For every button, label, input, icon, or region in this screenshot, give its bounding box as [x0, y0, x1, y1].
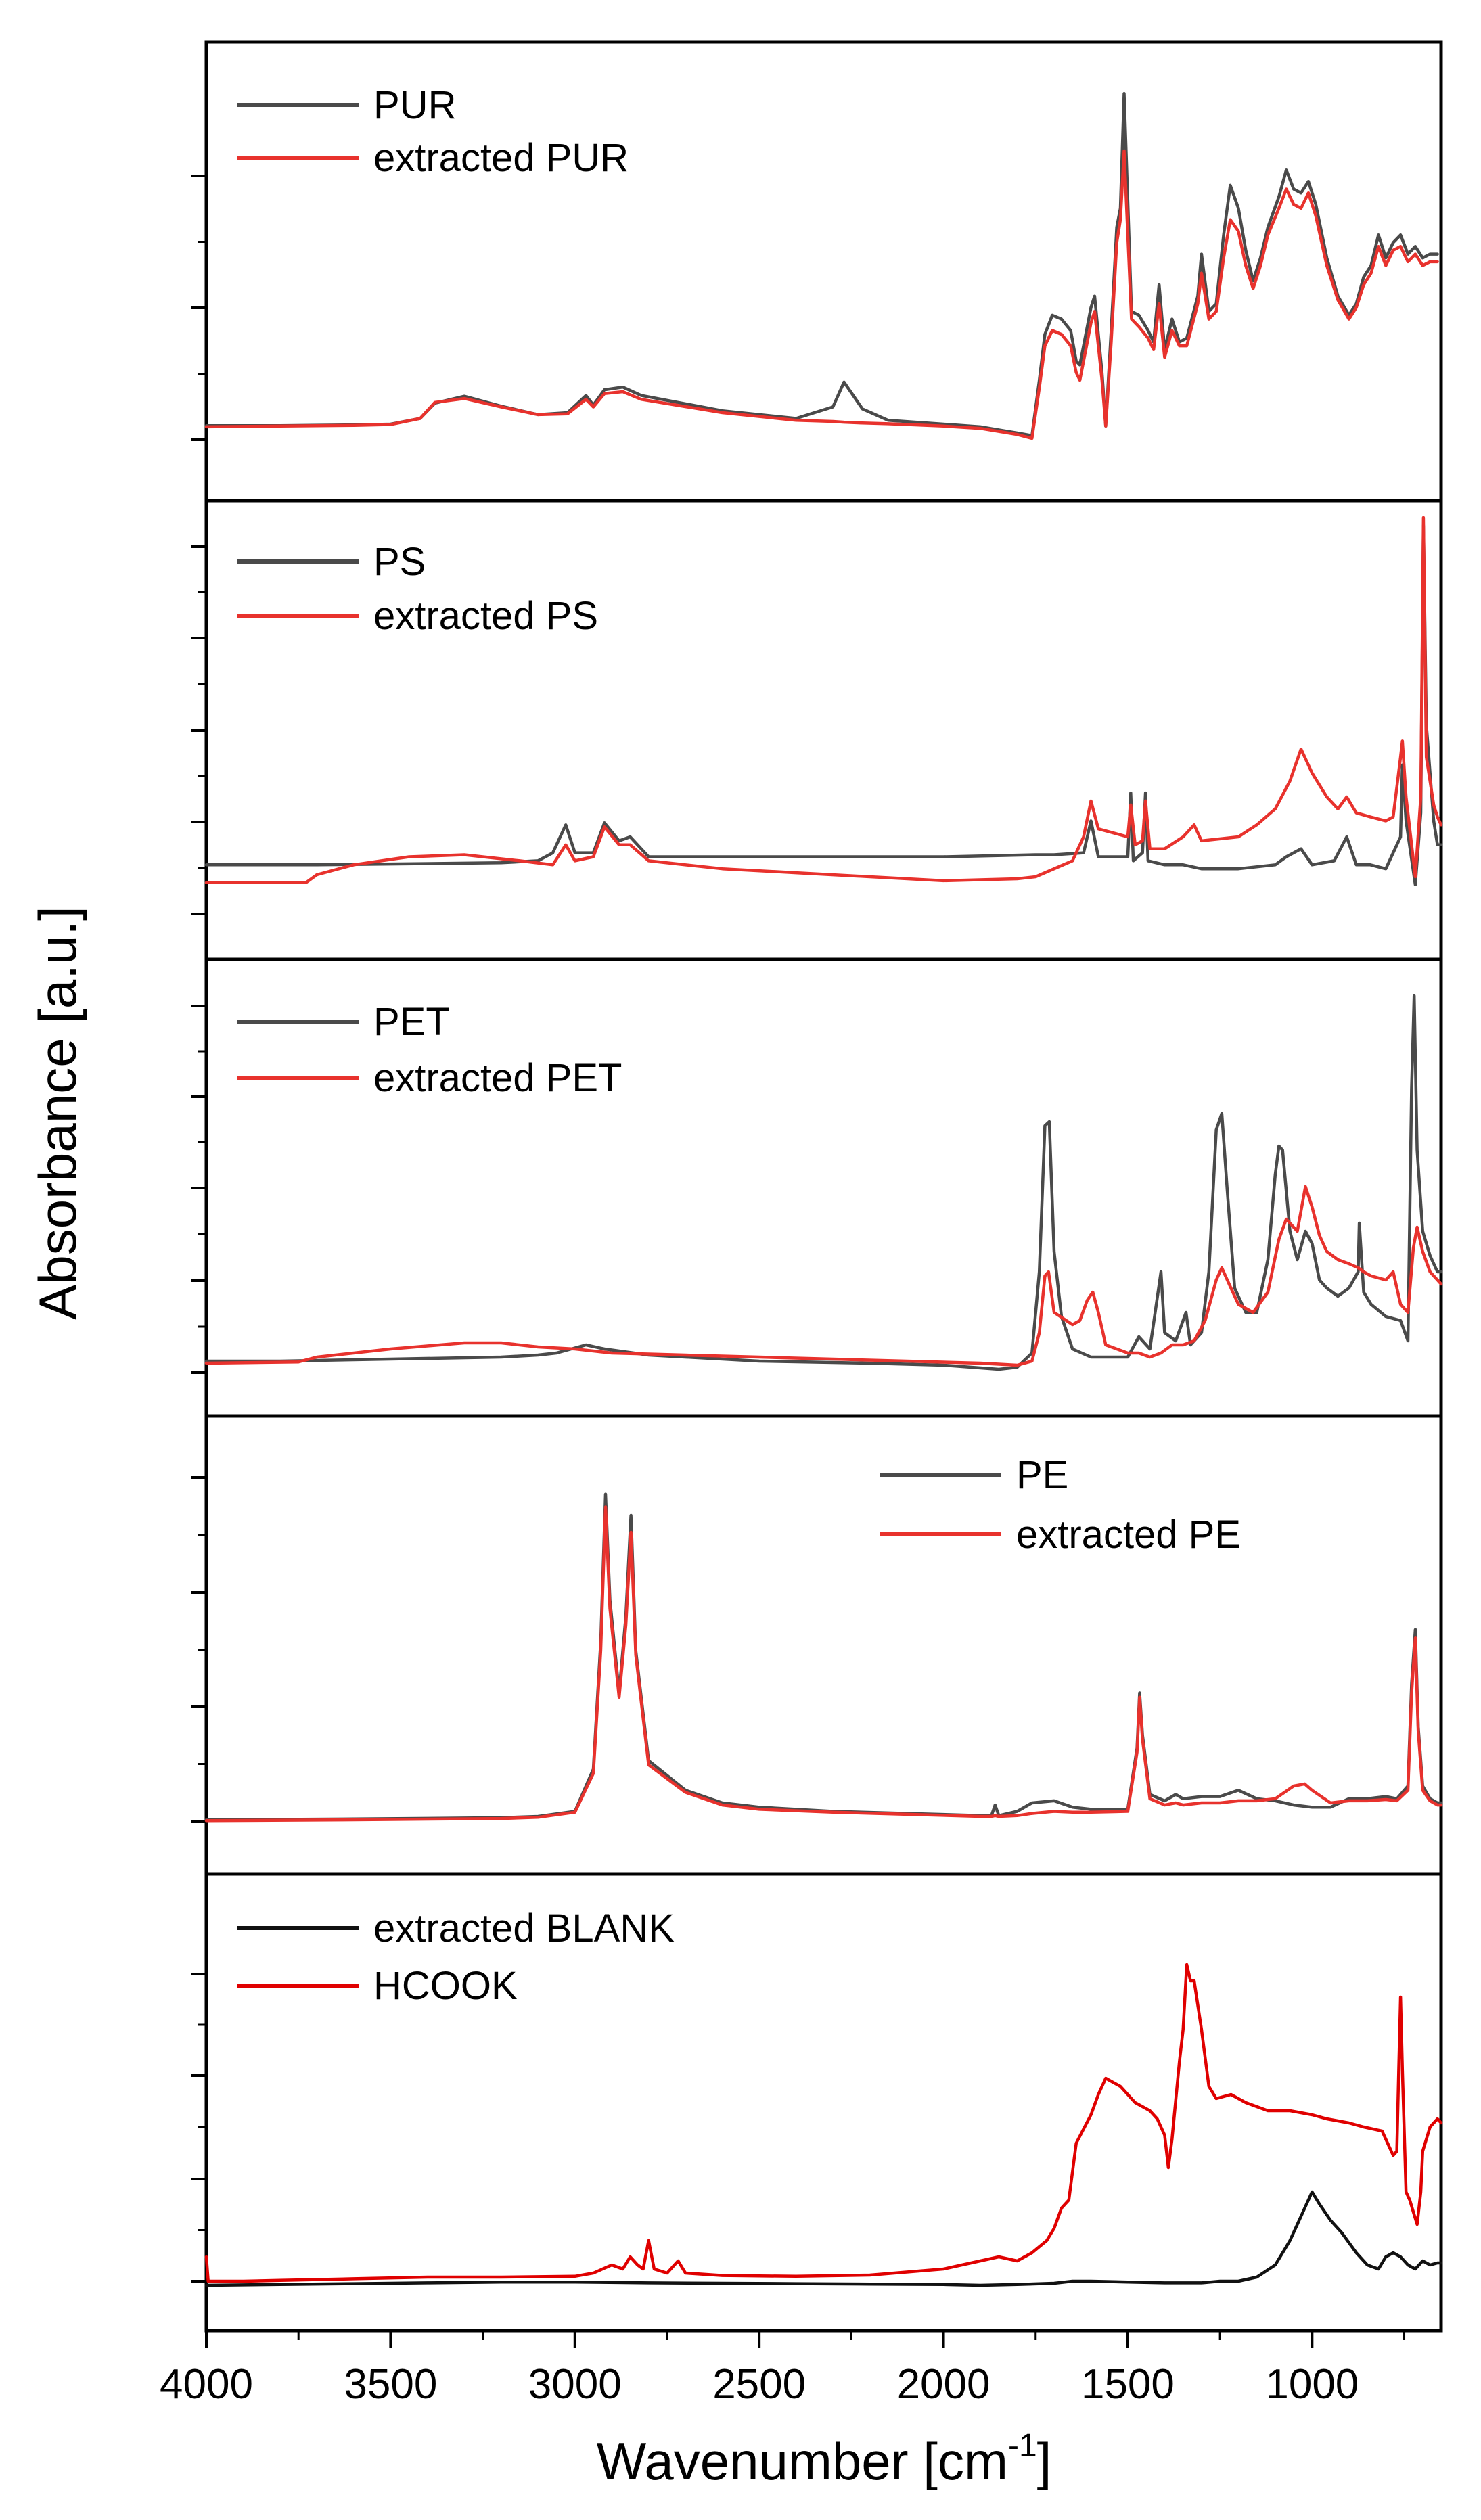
legend-label: PE	[1016, 1453, 1068, 1497]
x-axis-label-end: ]	[1037, 2431, 1052, 2491]
y-axis-label: Absorbance [a.u.]	[28, 906, 87, 1319]
x-axis: 4000 3500 3000 2500 2000 1500 1000	[160, 2331, 1406, 2408]
x-tick-label: 2000	[897, 2361, 990, 2408]
series-line-3-2	[204, 1185, 1443, 1367]
series-line-3-1	[204, 994, 1443, 1371]
panel-2: PS extracted PS	[191, 499, 1443, 961]
panel-frame	[204, 1414, 1443, 1876]
legend-label: HCOOK	[373, 1964, 518, 2008]
x-tick-label: 1500	[1081, 2361, 1175, 2408]
legend: PE extracted PE	[880, 1453, 1241, 1557]
series-line-4-2	[204, 1505, 1443, 1823]
panel-1: PUR extracted PUR	[191, 40, 1443, 503]
series-line-2-2	[204, 516, 1443, 885]
panel-frame	[204, 1872, 1443, 2333]
legend: PUR extracted PUR	[237, 83, 629, 180]
legend-label: PS	[373, 540, 426, 584]
panel-5: extracted BLANK HCOOK	[191, 1872, 1443, 2333]
legend-label: extracted PS	[373, 594, 598, 638]
x-axis-label: Wavenumber [cm-1]	[597, 2428, 1052, 2491]
legend-label: extracted PUR	[373, 136, 629, 180]
legend: extracted BLANK HCOOK	[237, 1906, 675, 2008]
series-line-4-1	[204, 1492, 1443, 1822]
legend-label: extracted PET	[373, 1056, 622, 1100]
series-line-5-1	[204, 2190, 1443, 2287]
panel-4: PE extracted PE	[191, 1414, 1443, 1876]
legend: PS extracted PS	[237, 540, 598, 638]
legend-label: PET	[373, 1000, 450, 1044]
x-tick-label: 3500	[344, 2361, 437, 2408]
x-tick-label: 4000	[160, 2361, 253, 2408]
x-tick-label: 2500	[712, 2361, 806, 2408]
x-tick-label: 1000	[1265, 2361, 1359, 2408]
legend: PET extracted PET	[237, 1000, 622, 1100]
panel-3: PET extracted PET	[191, 957, 1443, 1418]
x-axis-label-superscript: -1	[1008, 2428, 1037, 2464]
legend-label: extracted BLANK	[373, 1906, 675, 1950]
legend-label: PUR	[373, 83, 456, 127]
series-line-1-2	[204, 149, 1439, 440]
series-line-5-2	[204, 1963, 1443, 2283]
legend-label: extracted PE	[1016, 1513, 1241, 1557]
x-axis-label-main: Wavenumber [cm	[597, 2431, 1008, 2491]
panels-layer: PUR extracted PUR PS extracted PS PET extract…	[191, 40, 1443, 2333]
x-tick-label: 3000	[528, 2361, 622, 2408]
